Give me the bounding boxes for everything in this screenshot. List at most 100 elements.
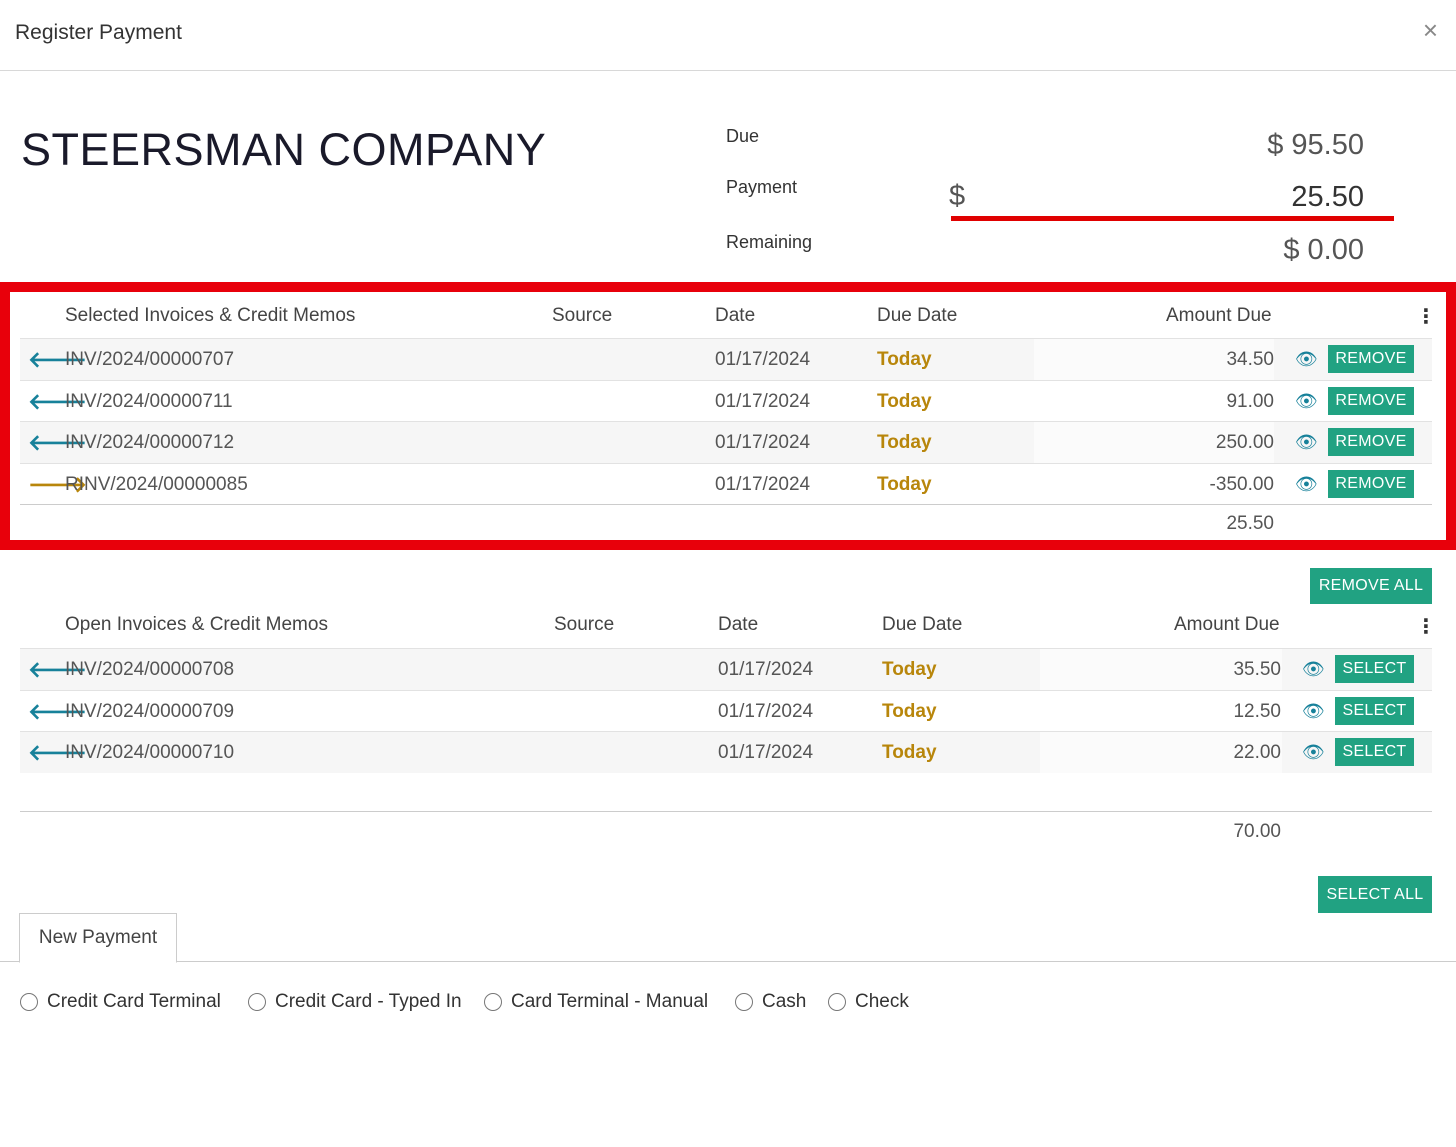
due-label: Due bbox=[726, 126, 760, 146]
table-row: 🡒 RINV/2024/00000085 01/17/2024 Today -3… bbox=[20, 463, 1432, 505]
total-divider bbox=[20, 504, 1432, 505]
col-header-date: Date bbox=[715, 305, 756, 326]
col-header-due-date: Due Date bbox=[877, 305, 958, 326]
selected-total: 25.50 bbox=[1226, 513, 1274, 534]
invoice-name[interactable]: INV/2024/00000711 bbox=[65, 391, 233, 412]
arrow-left-icon[interactable]: 🡐 bbox=[28, 740, 87, 765]
radio-icon[interactable] bbox=[20, 993, 38, 1011]
amount-cell bbox=[1040, 732, 1282, 773]
amount-cell bbox=[1034, 339, 1274, 380]
highlight-box bbox=[0, 282, 1456, 550]
arrow-right-icon[interactable]: 🡒 bbox=[28, 472, 87, 497]
total-divider bbox=[20, 811, 1432, 812]
invoice-name[interactable]: INV/2024/00000710 bbox=[65, 742, 235, 763]
remove-button[interactable]: REMOVE bbox=[1328, 387, 1414, 415]
invoice-due-date: Today bbox=[882, 701, 937, 722]
kebab-menu-icon[interactable]: ⋮ bbox=[1416, 306, 1436, 328]
remaining-label: Remaining bbox=[726, 232, 813, 252]
open-invoices-table: Open Invoices & Credit Memos Source Date… bbox=[20, 602, 1436, 852]
invoice-date: 01/17/2024 bbox=[715, 432, 811, 453]
invoice-name[interactable]: INV/2024/00000712 bbox=[65, 432, 235, 453]
remove-button[interactable]: REMOVE bbox=[1328, 345, 1414, 373]
radio-label: Credit Card Terminal bbox=[47, 991, 221, 1012]
invoice-amount: 34.50 bbox=[1226, 349, 1274, 370]
eye-icon[interactable]: 👁 bbox=[1295, 391, 1318, 411]
modal-title: Register Payment bbox=[15, 21, 182, 44]
invoice-name[interactable]: INV/2024/00000707 bbox=[65, 349, 235, 370]
arrow-left-icon[interactable]: 🡐 bbox=[28, 347, 87, 372]
col-header-amount-due: Amount Due bbox=[1166, 305, 1272, 326]
remaining-value: $ 0.00 bbox=[1283, 234, 1364, 266]
col-header-name: Selected Invoices & Credit Memos bbox=[65, 305, 356, 326]
table-row: 🡐 INV/2024/00000712 01/17/2024 Today 250… bbox=[20, 421, 1432, 463]
remove-button[interactable]: REMOVE bbox=[1328, 428, 1414, 456]
invoice-amount: 35.50 bbox=[1233, 659, 1281, 680]
arrow-left-icon[interactable]: 🡐 bbox=[28, 389, 87, 414]
arrow-left-icon[interactable]: 🡐 bbox=[28, 430, 87, 455]
payment-method-card-terminal-manual[interactable]: Card Terminal - Manual bbox=[484, 989, 708, 1015]
payment-underline bbox=[951, 216, 1394, 221]
table-row: 🡐 INV/2024/00000709 01/17/2024 Today 12.… bbox=[20, 690, 1432, 732]
radio-icon[interactable] bbox=[735, 993, 753, 1011]
col-header-name: Open Invoices & Credit Memos bbox=[65, 614, 328, 635]
invoice-date: 01/17/2024 bbox=[715, 474, 811, 495]
partner-name: STEERSMAN COMPANY bbox=[21, 124, 547, 175]
eye-icon[interactable]: 👁 bbox=[1295, 432, 1318, 452]
invoice-date: 01/17/2024 bbox=[718, 742, 814, 763]
invoice-due-date: Today bbox=[877, 474, 932, 495]
radio-icon[interactable] bbox=[248, 993, 266, 1011]
eye-icon[interactable]: 👁 bbox=[1295, 349, 1318, 369]
invoice-date: 01/17/2024 bbox=[715, 391, 811, 412]
radio-label: Check bbox=[855, 991, 909, 1012]
invoice-name[interactable]: INV/2024/00000709 bbox=[65, 701, 235, 722]
invoice-due-date: Today bbox=[882, 659, 937, 680]
payment-method-credit-card-typed-in[interactable]: Credit Card - Typed In bbox=[248, 989, 462, 1015]
col-header-source: Source bbox=[554, 614, 615, 635]
eye-icon[interactable]: 👁 bbox=[1295, 474, 1318, 494]
arrow-left-icon[interactable]: 🡐 bbox=[28, 699, 87, 724]
close-icon[interactable]: × bbox=[1422, 15, 1438, 45]
invoice-due-date: Today bbox=[877, 349, 932, 370]
payment-method-cash[interactable]: Cash bbox=[735, 989, 806, 1015]
select-button[interactable]: SELECT bbox=[1335, 738, 1414, 766]
open-total: 70.00 bbox=[1233, 821, 1281, 842]
select-button[interactable]: SELECT bbox=[1335, 655, 1414, 683]
table-row: 🡐 INV/2024/00000707 01/17/2024 Today 34.… bbox=[20, 338, 1432, 380]
radio-icon[interactable] bbox=[484, 993, 502, 1011]
payment-method-credit-card-terminal[interactable]: Credit Card Terminal bbox=[20, 989, 221, 1015]
select-all-button[interactable]: SELECT ALL bbox=[1318, 876, 1432, 913]
radio-label: Card Terminal - Manual bbox=[511, 991, 709, 1012]
payment-label: Payment bbox=[726, 177, 798, 197]
eye-icon[interactable]: 👁 bbox=[1302, 659, 1325, 679]
invoice-amount: -350.00 bbox=[1209, 474, 1274, 495]
eye-icon[interactable]: 👁 bbox=[1302, 742, 1325, 762]
invoice-name[interactable]: RINV/2024/00000085 bbox=[65, 474, 248, 495]
invoice-date: 01/17/2024 bbox=[715, 349, 811, 370]
table-row: 🡐 INV/2024/00000708 01/17/2024 Today 35.… bbox=[20, 648, 1432, 690]
col-header-source: Source bbox=[552, 305, 613, 326]
due-value: $ 95.50 bbox=[1267, 129, 1364, 161]
invoice-name[interactable]: INV/2024/00000708 bbox=[65, 659, 235, 680]
invoice-due-date: Today bbox=[877, 391, 932, 412]
payment-method-check[interactable]: Check bbox=[828, 989, 909, 1015]
radio-icon[interactable] bbox=[828, 993, 846, 1011]
invoice-due-date: Today bbox=[882, 742, 937, 763]
invoice-due-date: Today bbox=[877, 432, 932, 453]
radio-label: Cash bbox=[762, 991, 807, 1012]
col-header-amount-due: Amount Due bbox=[1174, 614, 1280, 635]
tab-divider bbox=[0, 961, 1456, 962]
invoice-date: 01/17/2024 bbox=[718, 659, 814, 680]
col-header-date: Date bbox=[718, 614, 759, 635]
payment-amount-input[interactable] bbox=[951, 177, 1364, 217]
amount-cell bbox=[1040, 649, 1282, 690]
kebab-menu-icon[interactable]: ⋮ bbox=[1416, 616, 1436, 638]
arrow-left-icon[interactable]: 🡐 bbox=[28, 657, 87, 682]
modal-header: Register Payment × bbox=[0, 0, 1456, 71]
invoice-date: 01/17/2024 bbox=[718, 701, 814, 722]
remove-button[interactable]: REMOVE bbox=[1328, 470, 1414, 498]
eye-icon[interactable]: 👁 bbox=[1302, 701, 1325, 721]
select-button[interactable]: SELECT bbox=[1335, 697, 1414, 725]
tab-new-payment[interactable]: New Payment bbox=[19, 913, 177, 963]
remove-all-button[interactable]: REMOVE ALL bbox=[1310, 568, 1432, 604]
table-row: 🡐 INV/2024/00000711 01/17/2024 Today 91.… bbox=[20, 380, 1432, 422]
